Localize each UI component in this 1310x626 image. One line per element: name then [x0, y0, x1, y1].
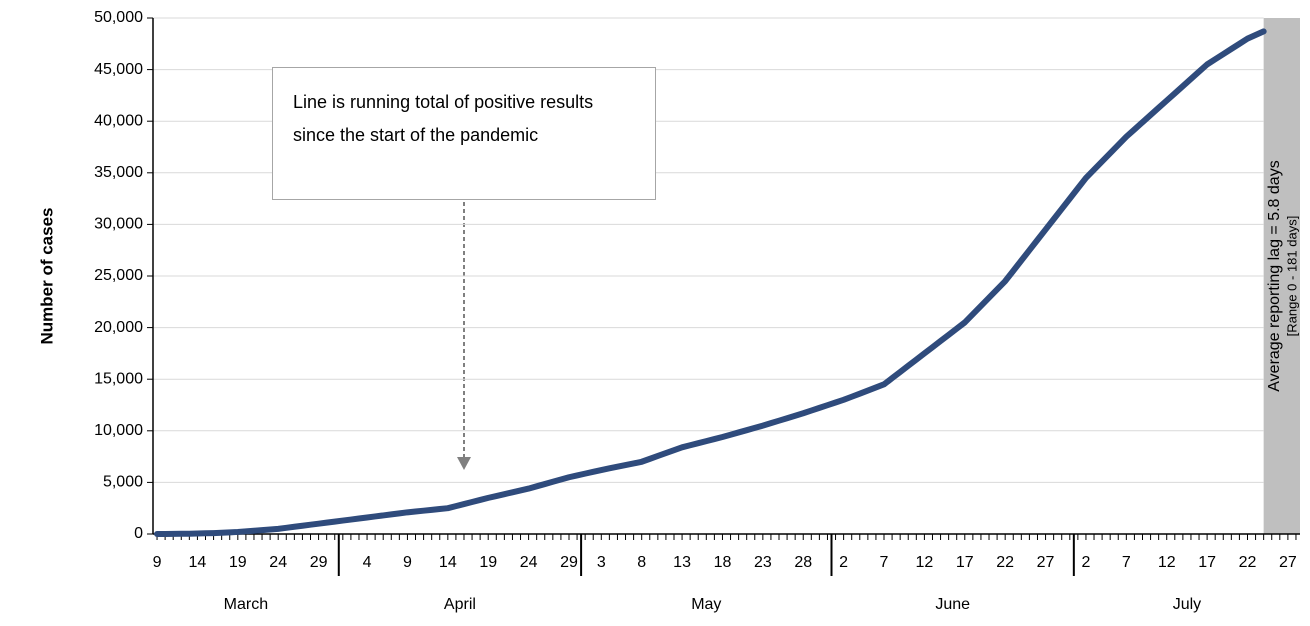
annotation-arrowhead — [457, 457, 471, 470]
x-tick-label: 28 — [794, 554, 812, 571]
x-tick-label: 19 — [479, 554, 497, 571]
y-tick-label: 5,000 — [103, 474, 143, 491]
month-label: May — [691, 596, 721, 613]
x-tick-label: 17 — [956, 554, 974, 571]
x-tick-label: 19 — [229, 554, 247, 571]
x-tick-label: 29 — [310, 554, 328, 571]
x-tick-label: 2 — [839, 554, 848, 571]
x-tick-label: 7 — [1122, 554, 1131, 571]
x-tick-label: 4 — [363, 554, 372, 571]
shade-sublabel: [Range 0 - 181 days] — [1284, 216, 1299, 337]
x-tick-label: 13 — [673, 554, 691, 571]
x-tick-label: 3 — [597, 554, 606, 571]
x-tick-label: 24 — [520, 554, 538, 571]
annotation: Line is running total of positive result… — [272, 67, 656, 200]
month-label: June — [935, 596, 970, 613]
data-line — [154, 28, 1267, 537]
x-tick-label: 18 — [714, 554, 732, 571]
x-tick-label: 7 — [880, 554, 889, 571]
x-tick-label: 22 — [996, 554, 1014, 571]
x-tick-label: 9 — [403, 554, 412, 571]
x-tick-label: 23 — [754, 554, 772, 571]
y-tick-label: 40,000 — [94, 112, 143, 129]
x-tick-label: 17 — [1198, 554, 1216, 571]
x-tick-label: 27 — [1279, 554, 1297, 571]
x-tick-label: 27 — [1037, 554, 1055, 571]
x-tick-label: 14 — [189, 554, 207, 571]
x-tick-label: 2 — [1081, 554, 1090, 571]
x-tick-label: 14 — [439, 554, 457, 571]
shade-label: Average reporting lag = 5.8 days — [1266, 160, 1283, 391]
month-label: April — [444, 596, 476, 613]
y-tick-label: 10,000 — [94, 422, 143, 439]
x-tick-label: 9 — [153, 554, 162, 571]
x-tick-label: 22 — [1239, 554, 1257, 571]
y-tick-label: 45,000 — [94, 61, 143, 78]
month-label: July — [1173, 596, 1201, 613]
y-tick-label: 0 — [134, 525, 143, 542]
y-tick-label: 25,000 — [94, 267, 143, 284]
x-tick-label: 8 — [637, 554, 646, 571]
y-tick-label: 50,000 — [94, 9, 143, 26]
x-tick-label: 29 — [560, 554, 578, 571]
x-tick-label: 12 — [915, 554, 933, 571]
x-tick-label: 24 — [269, 554, 287, 571]
y-tick-label: 15,000 — [94, 370, 143, 387]
y-tick-label: 35,000 — [94, 164, 143, 181]
y-tick-label: 20,000 — [94, 319, 143, 336]
shaded-region — [1263, 18, 1300, 534]
month-label: March — [224, 596, 268, 613]
x-tick-label: 12 — [1158, 554, 1176, 571]
y-tick-label: 30,000 — [94, 216, 143, 233]
y-axis-title: Number of cases — [37, 208, 56, 345]
